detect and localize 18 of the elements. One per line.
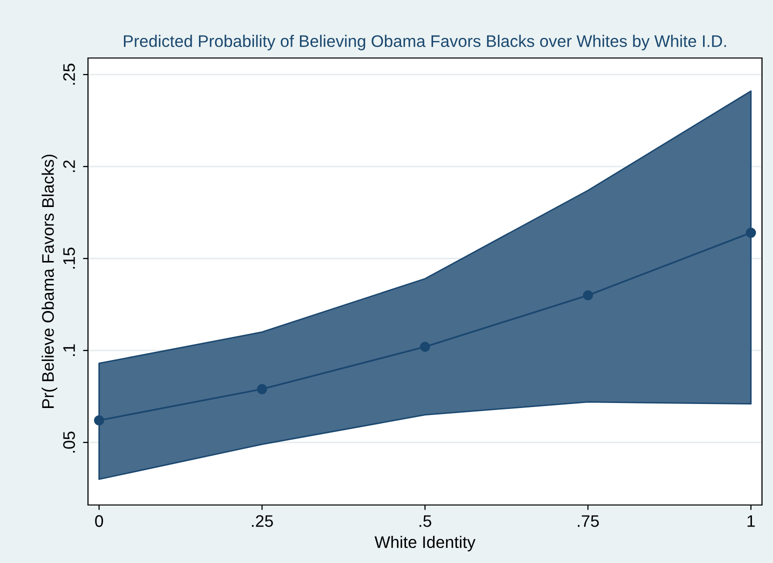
y-tick-label: .05 [63, 432, 75, 453]
y-tick-label: .1 [63, 344, 75, 356]
x-axis-title: White Identity [374, 536, 476, 552]
x-tick-label: .25 [252, 515, 273, 527]
chart-title: Predicted Probability of Believing Obama Favors Blacks over Whites by White I.D. [124, 34, 726, 50]
point [256, 384, 268, 394]
point [94, 415, 104, 426]
y-tick-label: .2 [63, 160, 75, 172]
x-tick-label: 1 [748, 515, 755, 527]
point [582, 290, 594, 300]
x-tick-label: .5 [420, 515, 432, 527]
point [746, 228, 756, 238]
x-tick-label: 0 [95, 515, 104, 527]
point [420, 342, 430, 352]
y-tick-label: .25 [63, 64, 75, 85]
x-tick-label: .75 [578, 515, 599, 527]
y-axis-title: Pr( Believe Obama Favors Blacks) [42, 154, 58, 408]
y-tick-label: .15 [63, 248, 75, 269]
